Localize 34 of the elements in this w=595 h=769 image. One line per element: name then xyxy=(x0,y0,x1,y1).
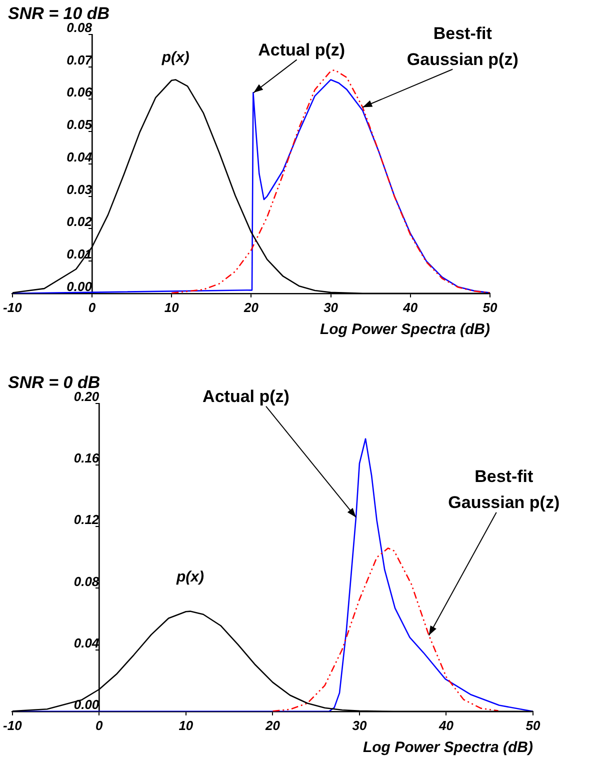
x-tick-label: 10 xyxy=(164,300,180,315)
annotation: p(x) xyxy=(176,568,204,586)
x-axis-title: Log Power Spectra (dB) xyxy=(320,321,490,338)
annotation: p(x) xyxy=(160,48,190,66)
annotation: Best-fit Gaussian p(z) xyxy=(448,467,560,512)
x-tick-label: 30 xyxy=(324,300,339,315)
y-tick-label: 0.12 xyxy=(74,512,100,528)
x-tick-label: -10 xyxy=(2,718,23,733)
x-tick-label: 20 xyxy=(242,300,260,315)
y-tick-label: 0.16 xyxy=(74,450,100,466)
annotation: Best-fit Gaussian p(z) xyxy=(406,24,518,69)
y-tick-label: 0.04 xyxy=(74,635,100,650)
x-tick-label: 0 xyxy=(96,718,104,733)
x-tick-label: 40 xyxy=(438,718,454,733)
y-tick-label: 0.00 xyxy=(74,696,100,712)
annotation: Actual p(z) xyxy=(258,40,346,60)
x-tick-label: 40 xyxy=(402,300,418,315)
x-tick-label: 50 xyxy=(482,300,498,315)
x-tick-label: 30 xyxy=(352,718,368,733)
y-tick-label: 0.06 xyxy=(66,84,93,100)
y-tick-label: 0.02 xyxy=(66,214,93,230)
y-tick-label: 0.08 xyxy=(74,574,100,589)
x-tick-label: 10 xyxy=(178,718,194,733)
x-tick-label: 20 xyxy=(264,718,281,733)
x-axis-title: Log Power Spectra (dB) xyxy=(362,739,533,756)
y-tick-label: 0.00 xyxy=(66,278,93,294)
x-tick-label: 50 xyxy=(526,718,541,733)
annotation: Actual p(z) xyxy=(202,387,290,406)
y-tick-label: 0.05 xyxy=(66,117,93,132)
x-tick-label: -10 xyxy=(2,300,23,315)
y-tick-label: 0.03 xyxy=(66,182,93,197)
x-tick-label: 0 xyxy=(88,300,96,315)
y-tick-label: 0.04 xyxy=(66,149,93,164)
y-tick-label: 0.07 xyxy=(66,52,93,68)
